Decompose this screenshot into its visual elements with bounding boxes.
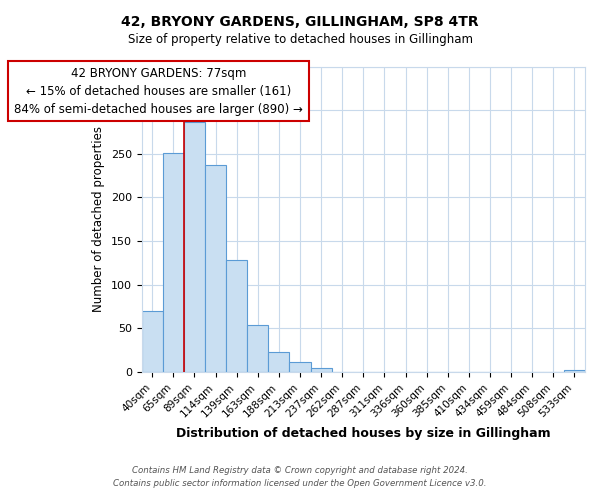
Bar [205,165,226,372]
Bar [311,368,332,372]
Text: 42 BRYONY GARDENS: 77sqm
← 15% of detached houses are smaller (161)
84% of semi-: 42 BRYONY GARDENS: 77sqm ← 15% of detach… [14,66,303,116]
Text: 42, BRYONY GARDENS, GILLINGHAM, SP8 4TR: 42, BRYONY GARDENS, GILLINGHAM, SP8 4TR [121,15,479,29]
Bar [163,153,184,372]
Bar [184,122,205,372]
Text: Contains HM Land Registry data © Crown copyright and database right 2024.
Contai: Contains HM Land Registry data © Crown c… [113,466,487,487]
Bar [247,325,268,372]
Bar [289,362,311,372]
X-axis label: Distribution of detached houses by size in Gillingham: Distribution of detached houses by size … [176,427,551,440]
Bar [142,311,163,372]
Y-axis label: Number of detached properties: Number of detached properties [92,126,106,312]
Bar [268,352,289,372]
Text: Size of property relative to detached houses in Gillingham: Size of property relative to detached ho… [128,32,473,46]
Bar [564,370,585,372]
Bar [226,260,247,372]
